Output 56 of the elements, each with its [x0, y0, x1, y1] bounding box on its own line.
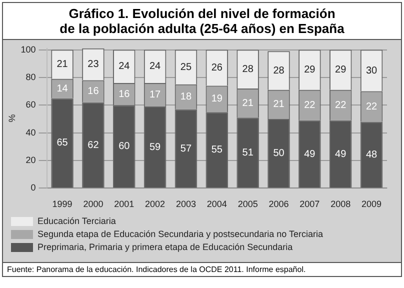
- data-label: 49: [304, 148, 316, 160]
- y-tick-label: 80: [26, 72, 36, 82]
- data-label: 51: [242, 147, 254, 158]
- chart-title: Gráfico 1. Evolución del nivel de formación de la población adulta (25-64 años) en España: [3, 3, 401, 40]
- x-tick-label: 2003: [176, 199, 196, 210]
- y-tick-label: 60: [26, 100, 36, 110]
- data-label: 50: [273, 148, 285, 160]
- data-label: 28: [273, 65, 285, 76]
- x-tick-label: 2005: [238, 199, 258, 210]
- data-label: 28: [242, 64, 254, 75]
- data-label: 30: [366, 65, 378, 76]
- y-axis-title: %: [6, 114, 17, 122]
- legend-label: Preprimaria, Primaria y primera etapa de Educación Secundaria: [38, 242, 293, 252]
- y-tick-label: 0: [30, 182, 36, 193]
- data-label: 14: [56, 83, 68, 94]
- data-label: 16: [88, 86, 100, 98]
- data-label: 21: [242, 98, 254, 109]
- x-tick-label: 2001: [114, 199, 134, 210]
- data-label: 59: [149, 142, 162, 153]
- x-tick-label: 2000: [83, 199, 104, 210]
- data-label: 29: [304, 64, 316, 76]
- data-label: 21: [273, 99, 285, 110]
- legend-label: Educación Terciaria: [38, 216, 116, 226]
- data-label: 60: [118, 141, 130, 152]
- source-note: Fuente: Panorama de la educación. Indicadores de la OCDE 2011. Informe español.: [3, 262, 401, 276]
- data-label: 57: [180, 143, 192, 154]
- x-tick-label: 2002: [145, 199, 166, 210]
- data-label: 16: [118, 88, 130, 100]
- data-label: 65: [56, 138, 68, 149]
- data-label: 22: [304, 100, 316, 111]
- y-tick-label: 40: [26, 127, 36, 138]
- x-tick-label: 2007: [300, 199, 320, 210]
- data-label: 62: [88, 140, 100, 151]
- data-label: 17: [149, 90, 162, 101]
- data-label: 25: [180, 62, 192, 73]
- data-label: 24: [118, 61, 130, 72]
- x-tick-label: 2009: [362, 199, 382, 210]
- y-tick-label: 100: [20, 44, 36, 54]
- legend-label: Segunda etapa de Educación Secundaria y postsecundaria no Terciaria: [38, 228, 324, 239]
- data-label: 55: [211, 144, 223, 156]
- data-label: 24: [149, 61, 162, 72]
- y-tick-label: 20: [26, 155, 36, 165]
- data-label: 23: [88, 59, 100, 70]
- data-label: 49: [335, 148, 347, 160]
- x-tick-label: 2006: [268, 199, 289, 210]
- data-label: 22: [366, 101, 378, 112]
- data-label: 19: [211, 94, 223, 105]
- data-label: 21: [56, 59, 68, 70]
- data-label: 22: [335, 100, 347, 111]
- data-label: 18: [180, 92, 192, 103]
- x-tick-label: 2004: [206, 199, 227, 210]
- data-label: 29: [335, 64, 347, 76]
- data-label: 26: [211, 62, 223, 74]
- data-label: 48: [366, 149, 378, 160]
- x-tick-label: 2008: [330, 199, 351, 210]
- x-tick-label: 1999: [52, 199, 72, 210]
